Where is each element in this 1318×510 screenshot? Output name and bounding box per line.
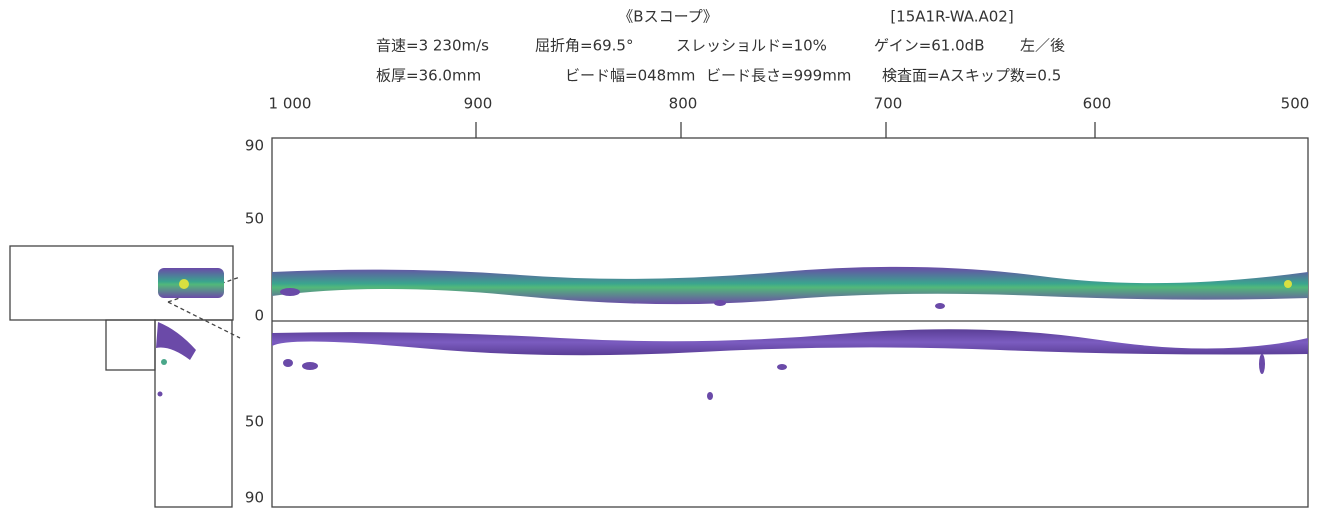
param: 屈折角=69.5° (535, 37, 633, 55)
x-axis: 1 000 900 800 700 600 500 (269, 95, 1310, 139)
param: ゲイン=61.0dB (874, 37, 984, 55)
param: 左／後 (1020, 37, 1065, 55)
param: 音速=3 230m/s (376, 37, 489, 55)
param: 検査面=Aスキップ数=0.5 (882, 67, 1061, 85)
x-tick-label: 800 (669, 95, 698, 113)
param: スレッショルド=10% (676, 37, 827, 55)
file-id: [15A1R-WA.A02] (890, 8, 1013, 26)
y-tick-label: 50 (245, 413, 264, 431)
b-scope: 《Bスコープ》 [15A1R-WA.A02] 音速=3 230m/s 屈折角=6… (0, 0, 1318, 510)
y-tick-label: 90 (245, 489, 264, 507)
param: ビード長さ=999mm (706, 67, 851, 85)
y-tick-label: 0 (254, 307, 264, 325)
param: 板厚=36.0mm (376, 67, 481, 85)
title: 《Bスコープ》 (618, 8, 717, 26)
y-axis: 90 50 0 50 90 (245, 137, 264, 507)
echo-band-upper (272, 267, 1308, 304)
x-tick-label: 1 000 (269, 95, 312, 113)
x-tick-label: 600 (1083, 95, 1112, 113)
x-tick-label: 500 (1281, 95, 1310, 113)
plot-frame (272, 138, 1308, 507)
echo-peak (1284, 280, 1292, 288)
x-tick-label: 700 (874, 95, 903, 113)
y-tick-label: 50 (245, 210, 264, 228)
param: ビード幅=048mm (565, 67, 695, 85)
echo-band-lower (272, 329, 1308, 355)
x-tick-label: 900 (464, 95, 493, 113)
schematic-echo (156, 268, 224, 397)
y-tick-label: 90 (245, 137, 264, 155)
